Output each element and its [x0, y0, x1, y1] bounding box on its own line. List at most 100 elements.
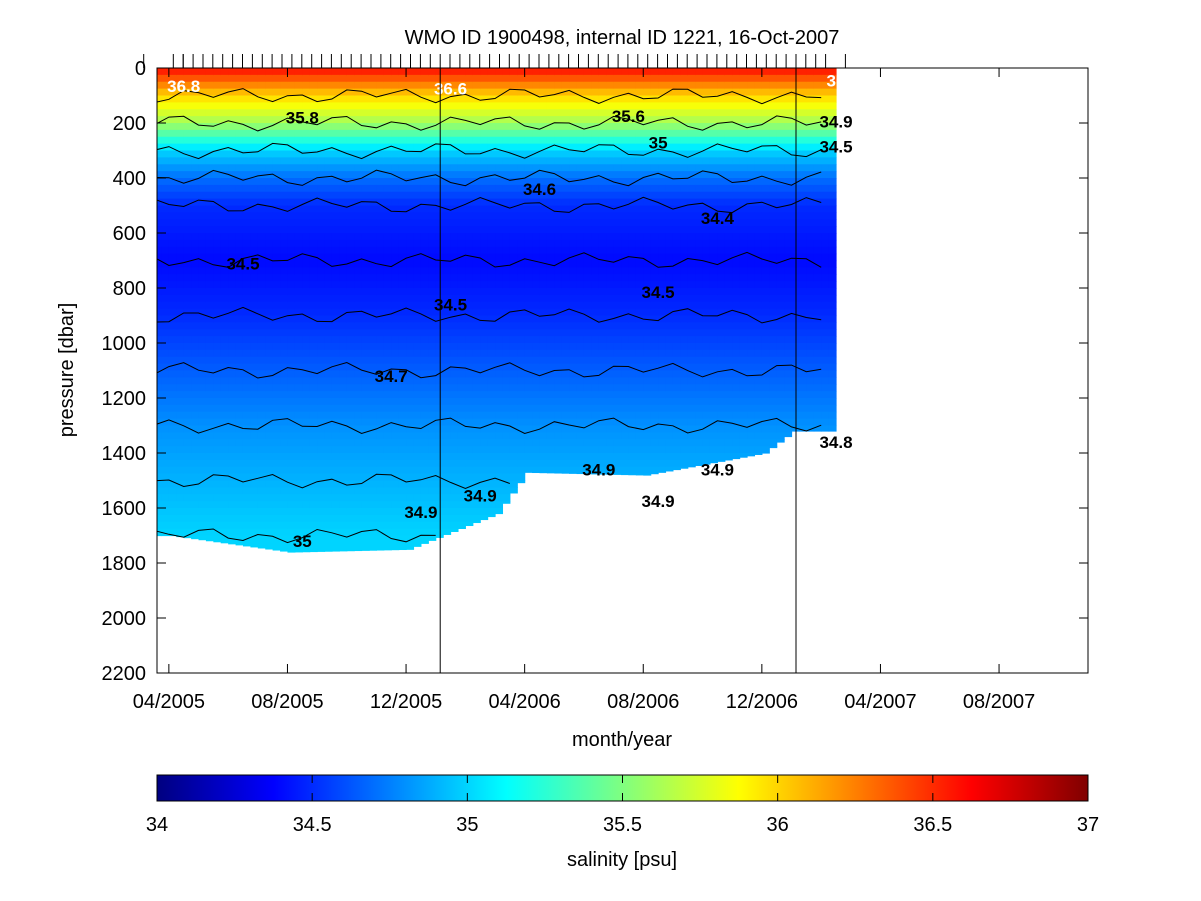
salinity-cell — [157, 129, 163, 138]
salinity-cell — [613, 68, 622, 76]
salinity-cell — [524, 301, 533, 310]
salinity-cell — [554, 356, 563, 365]
salinity-cell — [205, 349, 214, 358]
salinity-cell — [517, 212, 526, 220]
salinity-cell — [428, 411, 437, 420]
salinity-cell — [376, 233, 385, 241]
salinity-cell — [406, 308, 415, 317]
salinity-cell — [198, 136, 207, 145]
salinity-cell — [702, 418, 711, 427]
salinity-cell — [198, 466, 207, 475]
salinity-cell — [383, 549, 392, 551]
salinity-cell — [606, 377, 615, 385]
salinity-cell — [317, 129, 326, 138]
salinity-cell — [554, 315, 563, 323]
salinity-cell — [413, 219, 422, 227]
salinity-cell — [665, 453, 674, 461]
salinity-cell — [502, 219, 511, 227]
salinity-cell — [339, 542, 348, 550]
salinity-cell — [168, 446, 177, 454]
salinity-cell — [495, 233, 504, 241]
salinity-cell — [361, 226, 370, 234]
salinity-cell — [532, 329, 541, 337]
salinity-cell — [339, 363, 348, 372]
salinity-cell — [576, 315, 585, 323]
salinity-cell — [383, 191, 392, 200]
salinity-cell — [450, 150, 459, 158]
salinity-cell — [346, 205, 355, 213]
salinity-cell — [294, 542, 303, 550]
salinity-cell — [287, 343, 296, 351]
salinity-cell — [205, 528, 214, 537]
salinity-cell — [569, 260, 578, 268]
salinity-cell — [628, 453, 637, 461]
salinity-cell — [339, 102, 348, 110]
salinity-cell — [635, 143, 644, 152]
salinity-cell — [324, 253, 333, 262]
salinity-cell — [561, 219, 570, 227]
salinity-cell — [391, 136, 400, 145]
salinity-cell — [398, 129, 407, 138]
salinity-cell — [413, 349, 422, 358]
salinity-cell — [428, 384, 437, 392]
salinity-cell — [191, 123, 200, 131]
salinity-cell — [383, 102, 392, 110]
salinity-cell — [702, 411, 711, 420]
salinity-cell — [702, 363, 711, 372]
salinity-cell — [487, 308, 496, 317]
salinity-cell — [539, 219, 548, 227]
salinity-cell — [369, 191, 378, 200]
salinity-cell — [354, 535, 363, 543]
salinity-cell — [302, 487, 311, 495]
salinity-cell — [658, 246, 667, 255]
salinity-cell — [598, 411, 607, 420]
salinity-cell — [287, 329, 296, 337]
salinity-cell — [509, 95, 518, 103]
salinity-cell — [672, 466, 681, 471]
salinity-cell — [369, 267, 378, 275]
salinity-cell — [502, 88, 511, 97]
salinity-cell — [331, 246, 340, 255]
salinity-cell — [317, 116, 326, 124]
salinity-cell — [628, 315, 637, 323]
salinity-cell — [687, 226, 696, 234]
salinity-cell — [502, 363, 511, 372]
salinity-cell — [324, 150, 333, 158]
salinity-cell — [554, 88, 563, 97]
salinity-cell — [554, 171, 563, 179]
salinity-cell — [480, 267, 489, 275]
salinity-cell — [272, 329, 281, 337]
salinity-cell — [650, 109, 659, 117]
salinity-cell — [250, 150, 259, 158]
salinity-cell — [502, 68, 511, 76]
salinity-cell — [242, 74, 251, 83]
salinity-cell — [280, 549, 289, 552]
salinity-cell — [680, 157, 689, 165]
salinity-cell — [369, 391, 378, 399]
salinity-cell — [354, 81, 363, 90]
salinity-cell — [428, 191, 437, 200]
salinity-cell — [606, 123, 615, 131]
salinity-cell — [406, 219, 415, 227]
salinity-cell — [495, 384, 504, 392]
salinity-cell — [176, 363, 185, 372]
salinity-cell — [643, 294, 652, 303]
salinity-cell — [687, 329, 696, 337]
salinity-cell — [272, 404, 281, 413]
salinity-cell — [569, 116, 578, 124]
salinity-cell — [354, 404, 363, 413]
salinity-cell — [280, 528, 289, 537]
salinity-cell — [168, 294, 177, 303]
salinity-cell — [672, 164, 681, 172]
salinity-cell — [709, 123, 718, 131]
salinity-cell — [687, 432, 696, 440]
salinity-cell — [324, 398, 333, 406]
salinity-cell — [302, 301, 311, 310]
salinity-cell — [324, 411, 333, 420]
salinity-cell — [250, 370, 259, 378]
salinity-cell — [487, 123, 496, 131]
salinity-cell — [680, 267, 689, 275]
salinity-cell — [695, 384, 704, 392]
salinity-cell — [168, 88, 177, 97]
salinity-cell — [369, 219, 378, 227]
